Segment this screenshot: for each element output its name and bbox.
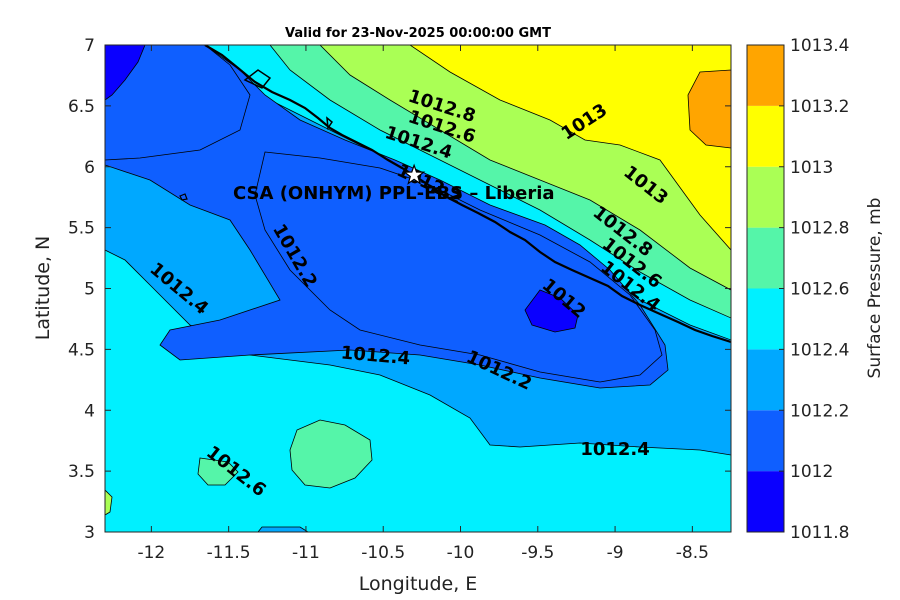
colorbar-segment xyxy=(747,410,784,472)
colorbar-tick-label: 1013.4 xyxy=(790,36,849,56)
contour-fills xyxy=(105,45,731,532)
fill-1012.6-sw xyxy=(197,457,239,486)
colorbar-tick-label: 1012.6 xyxy=(790,280,849,300)
colorbar-tick-label: 1012.8 xyxy=(790,219,849,239)
x-axis-label: Longitude, E xyxy=(359,573,478,595)
colorbar-segment xyxy=(747,227,784,289)
colorbar-tick-label: 1012.2 xyxy=(790,401,849,421)
site-star-icon xyxy=(402,163,426,185)
fill-1011.8-nw xyxy=(105,45,146,101)
x-tick-label: -10.5 xyxy=(361,543,405,563)
x-tick-label: -11.5 xyxy=(207,543,251,563)
colorbar-label: Surface Pressure, mb xyxy=(865,198,885,379)
fill-1013-region xyxy=(409,45,731,251)
x-tick-label: -8.5 xyxy=(676,543,709,563)
chart-title: Valid for 23-Nov-2025 00:00:00 GMT xyxy=(285,26,551,41)
colorbar-tick-label: 1013 xyxy=(790,158,833,178)
y-tick-label: 6 xyxy=(84,158,95,178)
y-axis-ticks: 3 3.5 4 4.5 5 5.5 6 6.5 7 xyxy=(68,36,731,543)
x-tick-label: -9.5 xyxy=(521,543,554,563)
y-tick-label: 4.5 xyxy=(68,340,95,360)
y-axis-label: Latitude, N xyxy=(32,236,54,341)
colorbar-segment xyxy=(747,166,784,228)
fill-1013.2-region xyxy=(687,69,731,149)
small-island-outline xyxy=(179,193,188,201)
x-axis-ticks: -12 -11.5 -11 -10.5 -10 -9.5 -9 -8.5 xyxy=(137,45,709,563)
fill-1012.6-south xyxy=(289,419,373,489)
colorbar-tick-label: 1012.4 xyxy=(790,340,849,360)
coastline xyxy=(204,45,731,344)
x-tick-label: -9 xyxy=(607,543,624,563)
colorbar-tick-label: 1013.2 xyxy=(790,97,849,117)
coastal-island-outline xyxy=(243,69,272,89)
y-tick-label: 6.5 xyxy=(68,97,95,117)
colorbar-segment xyxy=(747,105,784,167)
x-tick-label: -10 xyxy=(447,543,475,563)
fill-1012.6-west-edge xyxy=(105,489,113,516)
y-tick-label: 5 xyxy=(84,280,95,300)
coastal-lagoon-outline xyxy=(326,116,334,131)
fill-1012.2-south-edge xyxy=(257,526,309,532)
y-tick-label: 5.5 xyxy=(68,219,95,239)
fill-1012-inner-west xyxy=(105,45,251,161)
colorbar: 1011.8 1012 1012.2 1012.4 1012.6 1012.8 1013 10… xyxy=(746,36,849,543)
colorbar-segment xyxy=(747,349,784,411)
x-tick-label: -11 xyxy=(292,543,320,563)
y-tick-label: 3.5 xyxy=(68,462,95,482)
colorbar-tick-label: 1011.8 xyxy=(790,523,849,543)
colorbar-segment xyxy=(747,45,784,106)
site-label: CSA (ONHYM) PPL-EBS – Liberia xyxy=(233,183,555,204)
y-tick-label: 7 xyxy=(84,36,95,56)
colorbar-segment xyxy=(747,288,784,350)
x-tick-label: -12 xyxy=(137,543,165,563)
fill-1011.8-center xyxy=(524,289,579,333)
y-tick-label: 4 xyxy=(84,401,95,421)
contour-label: 1012.4 xyxy=(580,439,649,460)
colorbar-tick-label: 1012 xyxy=(790,462,833,482)
y-tick-label: 3 xyxy=(84,523,95,543)
colorbar-segment xyxy=(747,471,784,532)
